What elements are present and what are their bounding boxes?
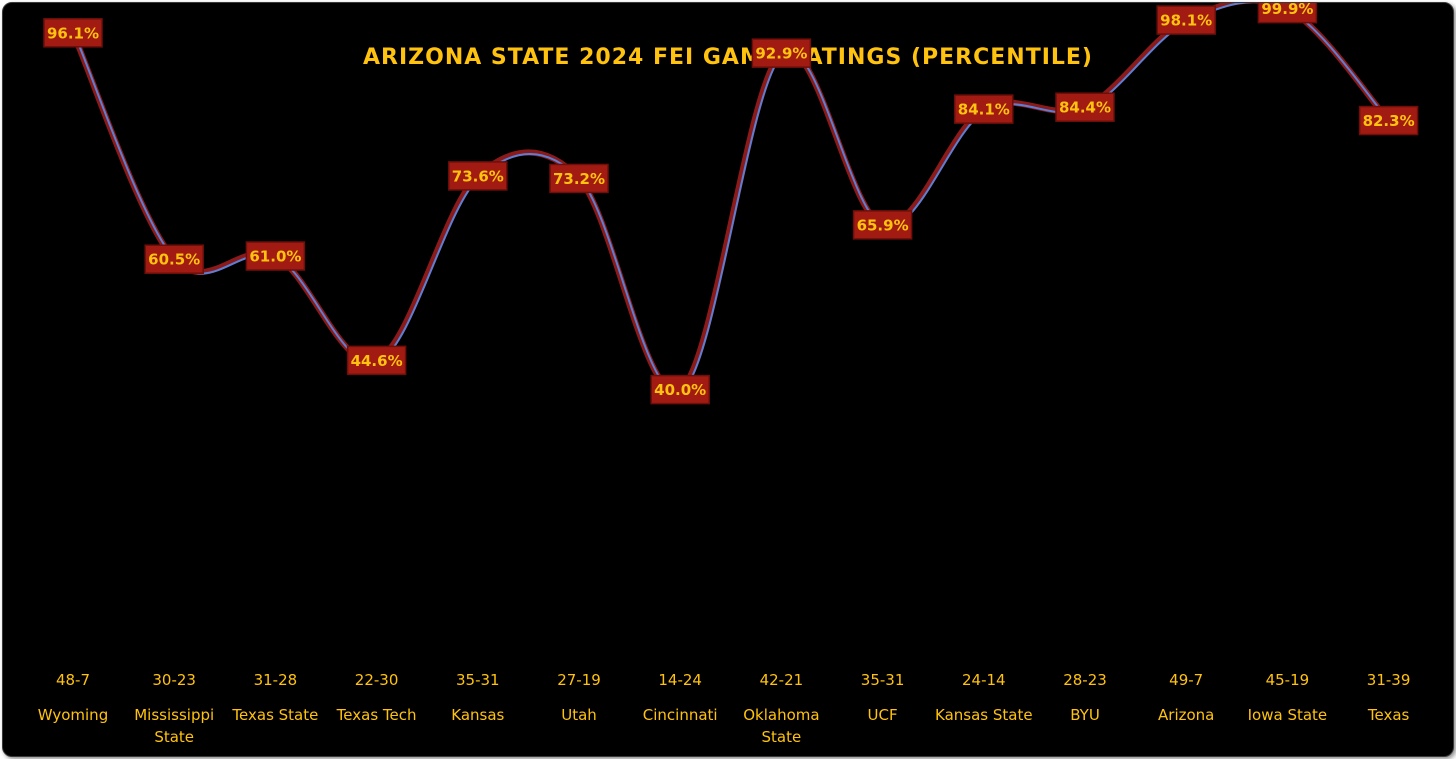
data-label: 84.1% <box>954 94 1014 124</box>
tick-opponent: Kansas State <box>935 706 1033 724</box>
series-line <box>70 3 1392 395</box>
tick-score: 49-7 <box>1169 671 1203 689</box>
x-tick: 30-23 Mississippi State <box>134 671 214 746</box>
x-tick: 49-7 Arizona <box>1158 671 1214 724</box>
data-label-box <box>1156 5 1216 35</box>
tick-opponent: BYU <box>1070 706 1100 724</box>
tick-score: 24-14 <box>962 671 1006 689</box>
x-tick: 22-30 Texas Tech <box>336 671 417 724</box>
data-label: 99.9% <box>1257 3 1318 24</box>
data-label: 96.1% <box>43 18 103 48</box>
x-tick: 35-31 Kansas <box>451 671 504 724</box>
tick-score: 35-31 <box>456 671 500 689</box>
x-tick: 24-14 Kansas State <box>935 671 1033 724</box>
x-tick: 14-24 Cincinnati <box>643 671 718 724</box>
tick-opponent: Iowa State <box>1248 706 1328 724</box>
x-tick: 42-21 Oklahoma State <box>743 671 819 746</box>
series-line-group <box>70 3 1392 395</box>
data-label-text: 84.1% <box>958 101 1010 119</box>
data-label: 44.6% <box>346 345 407 376</box>
tick-opponent: Texas <box>1367 706 1410 724</box>
data-label-box <box>43 18 103 48</box>
data-label-text: 99.9% <box>1261 3 1313 18</box>
tick-score: 31-39 <box>1367 671 1411 689</box>
chart-plot: 96.1% 60.5% 61.0% 44.6% 73.6% 73.2% 40.0% 92.9%… <box>38 3 1419 746</box>
data-label: 65.9% <box>852 210 913 240</box>
x-tick: 35-31 UCF <box>861 671 905 724</box>
series-line-highlight <box>73 3 1392 394</box>
drop-lines <box>72 8 1390 644</box>
data-label: 84.4% <box>1055 92 1115 122</box>
tick-opponent: Kansas <box>451 706 504 724</box>
data-label-box <box>1358 105 1419 136</box>
x-tick: 28-23 BYU <box>1063 671 1107 724</box>
data-label-box <box>448 161 508 191</box>
data-label-box <box>549 163 609 194</box>
tick-opponent: Oklahoma <box>743 706 819 724</box>
data-label: 98.1% <box>1156 5 1216 35</box>
x-tick: 48-7 Wyoming <box>38 671 108 724</box>
data-labels: 96.1% 60.5% 61.0% 44.6% 73.6% 73.2% 40.0% 92.9%… <box>43 3 1419 405</box>
data-label-text: 60.5% <box>148 251 200 269</box>
tick-opponent: Arizona <box>1158 706 1214 724</box>
data-label: 73.2% <box>549 163 609 194</box>
data-label-text: 84.4% <box>1059 99 1111 117</box>
tick-score: 14-24 <box>658 671 702 689</box>
data-label-box <box>852 210 913 240</box>
tick-opponent: Texas State <box>231 706 318 724</box>
x-tick: 31-39 Texas <box>1367 671 1411 724</box>
data-label-text: 61.0% <box>249 248 301 266</box>
data-label: 61.0% <box>245 241 306 271</box>
data-label-text: 92.9% <box>755 45 807 63</box>
data-label-box <box>144 244 204 274</box>
data-label: 60.5% <box>144 244 204 274</box>
data-label-box <box>751 38 812 68</box>
tick-score: 42-21 <box>760 671 804 689</box>
data-label-text: 98.1% <box>1160 12 1212 30</box>
data-label-box <box>245 241 306 271</box>
x-tick: 31-28 Texas State <box>231 671 318 724</box>
data-label-box <box>1055 92 1115 122</box>
x-tick: 27-19 Utah <box>557 671 601 724</box>
data-label-text: 73.6% <box>452 167 504 185</box>
data-label-text: 82.3% <box>1363 112 1415 130</box>
data-label-box <box>650 374 710 405</box>
tick-score: 28-23 <box>1063 671 1107 689</box>
data-label-box <box>346 345 407 376</box>
tick-score: 48-7 <box>56 671 90 689</box>
tick-opponent: UCF <box>868 706 898 724</box>
data-label-box <box>954 94 1014 124</box>
tick-score: 27-19 <box>557 671 601 689</box>
tick-opponent: State <box>154 728 194 746</box>
data-label: 40.0% <box>650 374 710 405</box>
data-label-text: 96.1% <box>47 24 99 42</box>
tick-opponent: Mississippi <box>134 706 214 724</box>
tick-score: 31-28 <box>254 671 298 689</box>
tick-opponent: Wyoming <box>38 706 108 724</box>
tick-score: 30-23 <box>152 671 196 689</box>
data-label: 82.3% <box>1358 105 1419 136</box>
data-label: 73.6% <box>448 161 508 191</box>
data-label-box <box>1257 3 1318 24</box>
data-label-text: 40.0% <box>654 381 706 399</box>
tick-score: 35-31 <box>861 671 905 689</box>
x-axis-tick-labels: 48-7 Wyoming 30-23 Mississippi State 31-28 Tex… <box>38 671 1411 746</box>
data-label-text: 73.2% <box>553 170 605 188</box>
tick-score: 45-19 <box>1266 671 1310 689</box>
x-tick: 45-19 Iowa State <box>1248 671 1328 724</box>
tick-opponent: Texas Tech <box>336 706 417 724</box>
chart-title: ARIZONA STATE 2024 FEI GAME RATINGS (PER… <box>363 45 1093 70</box>
data-label-text: 65.9% <box>857 216 909 234</box>
tick-opponent: Utah <box>561 706 597 724</box>
data-label-text: 44.6% <box>351 352 403 370</box>
tick-score: 22-30 <box>355 671 399 689</box>
tick-opponent: Cincinnati <box>643 706 718 724</box>
data-label: 92.9% <box>751 38 812 68</box>
tick-opponent: State <box>762 728 802 746</box>
